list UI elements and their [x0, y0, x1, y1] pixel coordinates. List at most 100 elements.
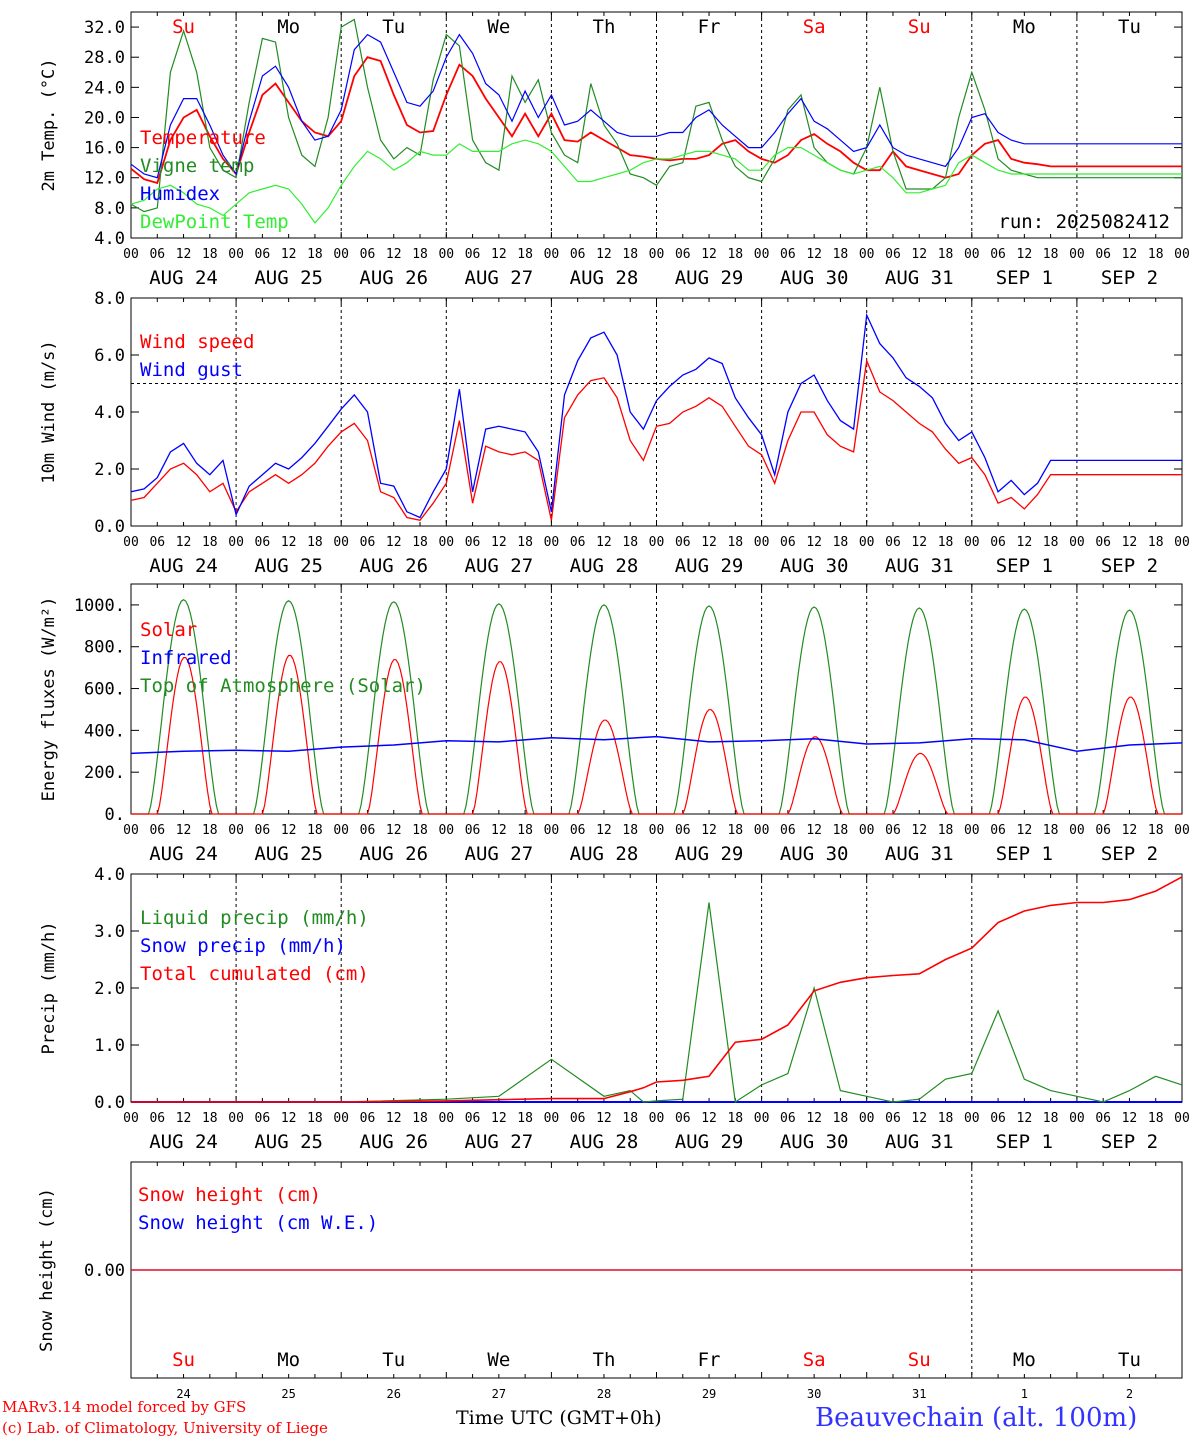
hour-tick-label: 18	[202, 1111, 218, 1126]
hour-tick-label: 06	[149, 823, 165, 838]
run-annotation: run: 2025082412	[998, 211, 1170, 233]
hour-tick-label: 06	[570, 1111, 586, 1126]
y-tick-label: 8.0	[94, 289, 125, 309]
day-number-label: 29	[702, 1387, 716, 1401]
weekday-label: Sa	[803, 1349, 826, 1371]
y-axis-label: Snow height (cm)	[37, 1188, 57, 1352]
hour-tick-label: 00	[649, 247, 665, 262]
hour-tick-label: 12	[491, 535, 507, 550]
hour-tick-label: 00	[1174, 535, 1190, 550]
hour-tick-label: 18	[938, 1111, 954, 1126]
y-axis-label: 10m Wind (m/s)	[39, 340, 59, 483]
hour-tick-label: 18	[938, 823, 954, 838]
hour-tick-label: 12	[386, 247, 402, 262]
y-tick-label: 2.0	[94, 979, 125, 999]
hour-tick-label: 06	[360, 1111, 376, 1126]
date-label: AUG 27	[465, 267, 534, 289]
hour-tick-label: 00	[333, 247, 349, 262]
hour-tick-label: 06	[780, 535, 796, 550]
hour-tick-label: 12	[491, 1111, 507, 1126]
hour-tick-label: 06	[465, 1111, 481, 1126]
y-tick-label: 28.0	[84, 48, 125, 68]
hour-tick-label: 12	[176, 1111, 192, 1126]
hour-tick-label: 00	[964, 823, 980, 838]
weekday-label: Mo	[1013, 1349, 1036, 1371]
hour-tick-label: 12	[701, 823, 717, 838]
y-tick-label: 24.0	[84, 78, 125, 98]
hour-tick-label: 00	[438, 247, 454, 262]
weekday-label: Sa	[803, 16, 826, 38]
hour-tick-label: 00	[1174, 823, 1190, 838]
y-tick-label: 1000.	[74, 596, 125, 616]
legend-entry: Wind speed	[140, 331, 254, 353]
hour-tick-label: 18	[1148, 823, 1164, 838]
weekday-label: We	[487, 16, 510, 38]
hour-tick-label: 12	[176, 247, 192, 262]
hour-tick-label: 18	[412, 1111, 428, 1126]
legend-entry: DewPoint Temp	[140, 211, 289, 233]
hour-tick-label: 18	[412, 535, 428, 550]
hour-tick-label: 18	[1043, 823, 1059, 838]
hour-tick-label: 12	[806, 1111, 822, 1126]
legend-entry: Total cumulated (cm)	[140, 963, 369, 985]
date-label: AUG 26	[359, 267, 428, 289]
date-label: SEP 1	[996, 555, 1053, 577]
weekday-label: Mo	[277, 1349, 300, 1371]
hour-tick-label: 18	[938, 247, 954, 262]
hour-tick-label: 00	[754, 1111, 770, 1126]
y-tick-label: 0.0	[94, 1093, 125, 1113]
legend-entry: Solar	[140, 619, 197, 641]
hour-tick-label: 18	[202, 247, 218, 262]
hour-tick-label: 00	[1069, 823, 1085, 838]
legend-entry: Wind gust	[140, 359, 243, 381]
hour-tick-label: 06	[570, 247, 586, 262]
hour-tick-label: 06	[570, 535, 586, 550]
hour-tick-label: 00	[333, 535, 349, 550]
hour-tick-label: 00	[438, 823, 454, 838]
hour-tick-label: 00	[859, 247, 875, 262]
hour-tick-label: 18	[833, 823, 849, 838]
hour-tick-label: 18	[622, 823, 638, 838]
hour-tick-label: 18	[1148, 535, 1164, 550]
weekday-label: We	[487, 1349, 510, 1371]
hour-tick-label: 12	[1122, 247, 1138, 262]
hour-tick-label: 00	[544, 1111, 560, 1126]
hour-tick-label: 00	[754, 535, 770, 550]
hour-tick-label: 18	[517, 1111, 533, 1126]
date-label: AUG 29	[675, 555, 744, 577]
y-tick-label: 4.0	[94, 865, 125, 885]
hour-tick-label: 00	[859, 535, 875, 550]
hour-tick-label: 12	[596, 823, 612, 838]
date-label: AUG 24	[149, 267, 218, 289]
hour-tick-label: 06	[675, 535, 691, 550]
y-tick-label: 8.0	[94, 199, 125, 219]
date-label: AUG 31	[885, 1131, 954, 1153]
hour-tick-label: 06	[360, 823, 376, 838]
date-label: AUG 25	[254, 843, 323, 865]
hour-tick-label: 18	[307, 535, 323, 550]
hour-tick-label: 12	[491, 247, 507, 262]
weekday-label: Mo	[277, 16, 300, 38]
series-line-total-cumulated	[131, 876, 1183, 1103]
hour-tick-label: 00	[649, 823, 665, 838]
weekday-label: Su	[908, 16, 931, 38]
date-label: AUG 30	[780, 555, 849, 577]
hour-tick-label: 06	[885, 535, 901, 550]
y-tick-label: 3.0	[94, 922, 125, 942]
hour-tick-label: 06	[885, 1111, 901, 1126]
hour-tick-label: 06	[255, 247, 271, 262]
weekday-label: Tu	[382, 1349, 405, 1371]
hour-tick-label: 00	[964, 1111, 980, 1126]
hour-tick-label: 18	[1043, 1111, 1059, 1126]
hour-tick-label: 00	[228, 247, 244, 262]
hour-tick-label: 00	[333, 1111, 349, 1126]
hour-tick-label: 00	[438, 1111, 454, 1126]
hour-tick-label: 12	[806, 535, 822, 550]
lab-credit: (c) Lab. of Climatology, University of L…	[2, 1419, 328, 1437]
hour-tick-label: 00	[754, 823, 770, 838]
hour-tick-label: 06	[465, 247, 481, 262]
date-label: AUG 27	[465, 843, 534, 865]
date-label: AUG 29	[675, 843, 744, 865]
date-label: AUG 25	[254, 555, 323, 577]
hour-tick-label: 06	[990, 823, 1006, 838]
